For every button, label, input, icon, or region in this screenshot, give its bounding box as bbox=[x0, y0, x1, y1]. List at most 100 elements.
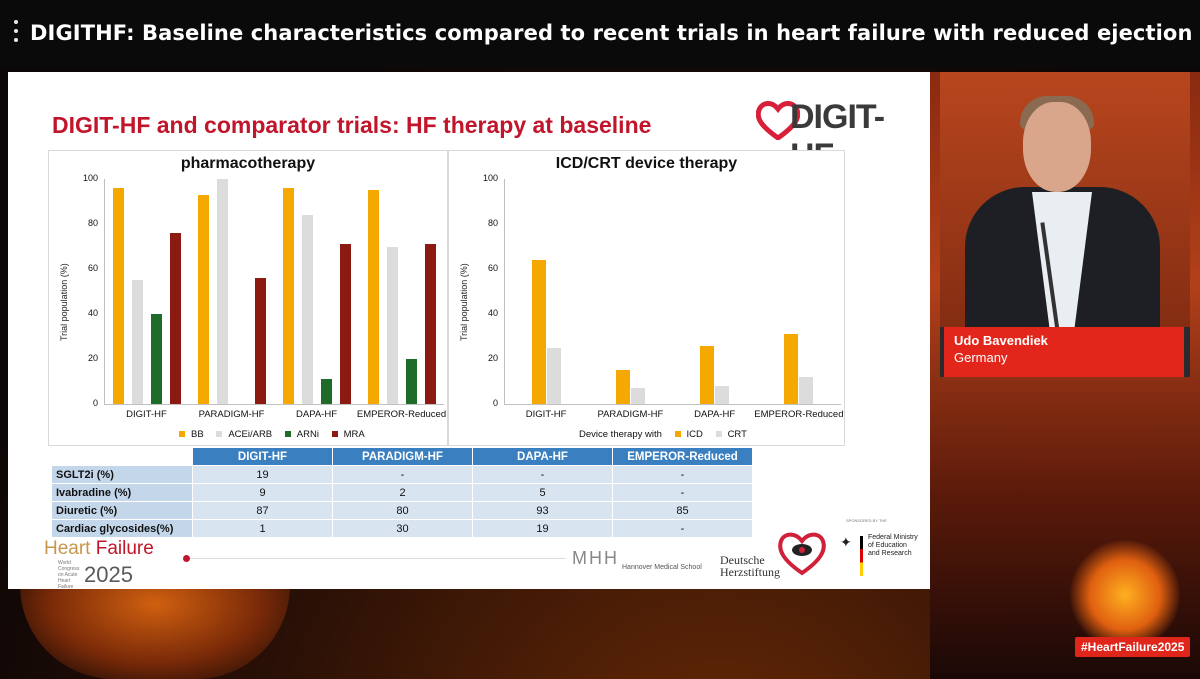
left-plot-area: 0 20 40 60 80 100 DIGIT-HF PARADIGM-HF DAPA-HF EM… bbox=[49, 151, 447, 445]
hf-logo-year: 2025 bbox=[84, 562, 133, 587]
bar-mra-dapa-hf bbox=[339, 244, 351, 404]
x-tick-label: EMPEROR-Reduced bbox=[356, 409, 447, 420]
title-bar: DIGITHF: Baseline characteristics compar… bbox=[0, 0, 1200, 68]
y-tick-label: 20 bbox=[487, 353, 498, 363]
y-tick-label: 40 bbox=[87, 308, 98, 318]
y-tick-label: 0 bbox=[492, 398, 498, 408]
legend-icd: ICD bbox=[686, 429, 703, 440]
bar-icd-emperor-reduced bbox=[784, 334, 799, 404]
device-therapy-panel: ICD/CRT device therapy Trial population … bbox=[448, 150, 845, 446]
device-therapy-title: ICD/CRT device therapy bbox=[555, 155, 738, 172]
bar-crt-dapa-hf bbox=[715, 386, 730, 404]
pharmacotherapy-panel: pharmacotherapy Trial population (%) 0 20… bbox=[48, 150, 448, 446]
table-row: SGLT2i (%) 19 - - - bbox=[51, 465, 753, 484]
bar-crt-digit-hf bbox=[546, 347, 561, 404]
table-cell: - bbox=[612, 465, 753, 484]
x-tick-label: EMPEROR-Reduced bbox=[754, 409, 844, 420]
hf-logo-subtitle: World Congress on Acute Heart Failure bbox=[58, 560, 80, 590]
table-cell: 85 bbox=[612, 501, 753, 520]
legend-icd-swatch bbox=[674, 431, 681, 438]
x-tick-label: PARADIGM-HF bbox=[597, 409, 664, 420]
y-tick-label: 40 bbox=[487, 308, 498, 318]
y-tick-label: 100 bbox=[82, 173, 98, 183]
menu-dots-icon[interactable] bbox=[6, 20, 24, 46]
y-tick-label: 60 bbox=[87, 263, 98, 273]
legend-bb: BB bbox=[191, 429, 204, 440]
x-tick-label: PARADIGM-HF bbox=[198, 409, 265, 420]
y-tick-label: 60 bbox=[487, 263, 498, 273]
table-header: DIGIT-HF bbox=[192, 447, 333, 466]
table-cell: 19 bbox=[472, 519, 613, 538]
bar-acei-arb-paradigm-hf bbox=[216, 179, 228, 404]
hf-logo-heart: Heart bbox=[44, 538, 96, 559]
x-axis bbox=[104, 404, 444, 405]
heart-graphic-right bbox=[1070, 540, 1180, 650]
video-title: DIGITHF: Baseline characteristics compar… bbox=[30, 21, 1200, 45]
x-tick-label: DAPA-HF bbox=[694, 409, 736, 420]
legend-arni-swatch bbox=[284, 431, 291, 438]
bar-icd-paradigm-hf bbox=[615, 370, 630, 404]
hf-logo-failure: Failure bbox=[95, 538, 154, 559]
mhh-subtitle: Hannover Medical School bbox=[622, 564, 702, 571]
legend-acei-swatch bbox=[216, 431, 223, 438]
herzstiftung-heart-icon bbox=[778, 532, 826, 576]
bar-bb-paradigm-hf bbox=[197, 194, 209, 404]
bar-arni-emperor-reduced bbox=[405, 359, 417, 404]
right-plot-area: 0 20 40 60 80 100 DIGIT-HF PARADIGM-HF DAPA-HF EM… bbox=[449, 151, 844, 445]
bar-mra-paradigm-hf bbox=[254, 278, 266, 404]
y-tick-label: 20 bbox=[87, 353, 98, 363]
legend-acei: ACEi/ARB bbox=[228, 429, 273, 440]
table-cell: 9 bbox=[192, 483, 333, 502]
bar-arni-digit-hf bbox=[150, 314, 162, 404]
footer-dot-icon bbox=[183, 555, 190, 562]
herzstiftung-logo: Deutsche Herzstiftung bbox=[720, 554, 780, 578]
speaker-name: Udo Bavendiek bbox=[954, 333, 1048, 348]
table-row: Diuretic (%) 87 80 93 85 bbox=[51, 501, 753, 520]
bar-acei-arb-dapa-hf bbox=[301, 215, 313, 404]
bar-acei-arb-digit-hf bbox=[131, 280, 143, 404]
legend-arni: ARNi bbox=[296, 429, 319, 440]
bar-icd-digit-hf bbox=[531, 260, 546, 404]
table-row: Ivabradine (%) 9 2 5 - bbox=[51, 483, 753, 502]
speaker-country: Germany bbox=[954, 350, 1008, 365]
bar-mra-digit-hf bbox=[169, 233, 181, 404]
right-legend: Device therapy with ICD CRT bbox=[579, 429, 747, 440]
table-row: Cardiac glycosides(%) 1 30 19 - bbox=[51, 519, 753, 538]
bar-bb-digit-hf bbox=[112, 188, 124, 404]
x-tick-label: DIGIT-HF bbox=[525, 409, 567, 420]
y-axis bbox=[504, 179, 505, 404]
footer-divider bbox=[186, 558, 566, 559]
bmbf-line-3: and Research bbox=[868, 550, 912, 557]
table-header: EMPEROR-Reduced bbox=[612, 447, 753, 466]
y-tick-label: 80 bbox=[487, 218, 498, 228]
table-corner bbox=[51, 447, 193, 466]
herzstiftung-line-1: Deutsche bbox=[720, 553, 765, 567]
legend-mra: MRA bbox=[343, 429, 365, 440]
bar-bb-emperor-reduced bbox=[367, 190, 379, 404]
table-header: PARADIGM-HF bbox=[332, 447, 473, 466]
table-cell: - bbox=[612, 519, 753, 538]
bmbf-logo-text: Federal Ministry of Education and Resear… bbox=[868, 534, 918, 558]
table-cell: 2 bbox=[332, 483, 473, 502]
table-cell: 19 bbox=[192, 465, 333, 484]
heart-failure-2025-logo: Heart Failure World Congress on Acute He… bbox=[44, 532, 214, 590]
legend-bb-swatch bbox=[179, 431, 185, 438]
pharmacotherapy-title: pharmacotherapy bbox=[180, 155, 316, 172]
bar-crt-emperor-reduced bbox=[799, 377, 814, 404]
digit-hf-logo: DIGIT-HF bbox=[756, 94, 918, 175]
bar-arni-dapa-hf bbox=[320, 379, 332, 404]
bar-crt-paradigm-hf bbox=[630, 388, 645, 404]
x-tick-label: DIGIT-HF bbox=[126, 409, 167, 420]
y-axis bbox=[104, 179, 105, 404]
table-cell: 87 bbox=[192, 501, 333, 520]
presentation-slide: DIGIT-HF and comparator trials: HF thera… bbox=[8, 72, 930, 590]
bar-acei-arb-emperor-reduced bbox=[386, 246, 398, 404]
row-label: SGLT2i (%) bbox=[51, 465, 193, 484]
legend-mra-swatch bbox=[331, 431, 338, 438]
federal-eagle-icon: ✦ bbox=[840, 534, 852, 550]
table-cell: - bbox=[612, 483, 753, 502]
mhh-logo: MHH bbox=[572, 548, 619, 568]
herzstiftung-line-2: Herzstiftung bbox=[720, 565, 780, 579]
row-label: Diuretic (%) bbox=[51, 501, 193, 520]
bar-bb-dapa-hf bbox=[282, 188, 294, 404]
